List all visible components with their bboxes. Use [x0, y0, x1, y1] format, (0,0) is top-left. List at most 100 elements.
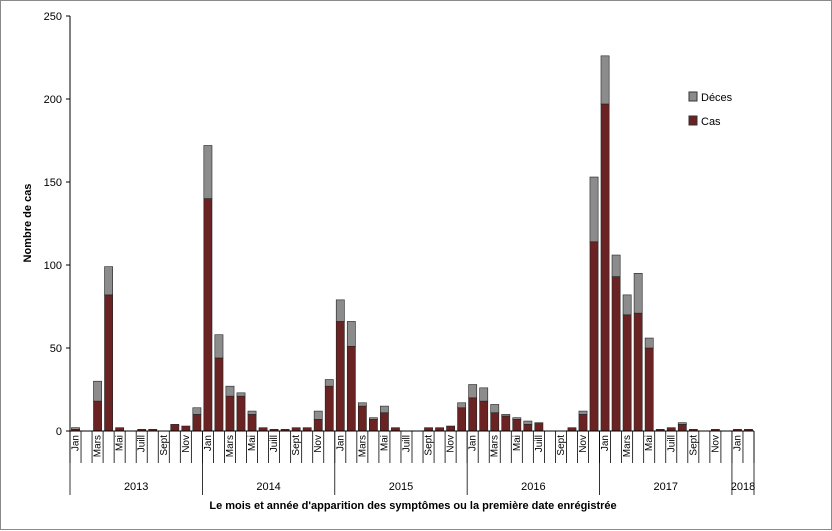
y-tick-label: 100	[44, 260, 62, 272]
x-month-label: Mars	[93, 435, 104, 457]
x-month-label: Juill	[269, 435, 280, 452]
bar-deces-2013-04	[104, 266, 113, 296]
bar-deces-2014-02	[214, 334, 224, 359]
x-month-label: Mai	[379, 435, 390, 451]
legend-swatch-deces	[688, 91, 698, 102]
x-month-label: Jan	[335, 435, 346, 451]
x-month-label: Jan	[732, 435, 743, 451]
bar-cas-2014-03	[225, 395, 235, 432]
bar-cas-2013-04	[104, 294, 113, 432]
y-tick-label: 250	[44, 11, 62, 23]
x-month-label: Nov	[578, 435, 589, 453]
x-month-label: Mars	[622, 435, 633, 457]
x-month-label: Nov	[710, 435, 721, 453]
x-month-label: Jan	[203, 435, 214, 451]
bar-deces-2016-01	[468, 384, 478, 399]
x-month-label: Juill	[666, 435, 677, 452]
bar-cas-2016-05	[512, 419, 522, 432]
x-month-label: Juill	[401, 435, 412, 452]
x-month-label: Mai	[247, 435, 258, 451]
bar-deces-2014-05	[247, 410, 257, 415]
bar-cas-2016-03	[490, 412, 500, 432]
x-month-label: Jan	[468, 435, 479, 451]
bar-cas-2017-03	[622, 314, 632, 432]
bar-cas-2014-01	[203, 198, 213, 432]
bar-deces-2015-12	[457, 402, 467, 409]
x-month-label: Nov	[181, 435, 192, 453]
y-tick-label: 200	[44, 94, 62, 106]
x-year-label: 2016	[521, 481, 545, 493]
x-month-label: Mai	[115, 435, 126, 451]
bar-cas-2015-03	[357, 405, 367, 432]
x-month-label: Nov	[313, 435, 324, 453]
x-month-label: Jan	[600, 435, 611, 451]
bar-cas-2014-12	[324, 385, 334, 432]
bar-cas-2013-10	[170, 424, 180, 432]
legend-swatch-cas	[688, 115, 698, 126]
x-month-label: Mars	[225, 435, 236, 457]
bar-deces-2016-11	[578, 410, 588, 415]
x-month-label: Mai	[512, 435, 523, 451]
bar-cas-2014-11	[313, 419, 323, 432]
bar-deces-2016-05	[512, 417, 522, 420]
bar-deces-2015-01	[335, 299, 345, 322]
bar-deces-2015-05	[380, 405, 389, 414]
x-month-label: Sept	[556, 435, 567, 456]
bars-group	[71, 55, 753, 432]
bar-deces-2017-01	[600, 55, 610, 105]
x-axis-label: Le mois et année d'apparition des symptô…	[209, 500, 616, 512]
x-year-label: 2015	[389, 481, 413, 493]
bar-cas-2017-08	[677, 424, 687, 432]
x-month-label: Mars	[357, 435, 368, 457]
bar-deces-2016-06	[523, 420, 533, 425]
x-month-label: Sept	[688, 435, 699, 456]
bar-deces-2013-12	[192, 407, 202, 415]
bar-cas-2013-03	[93, 400, 102, 432]
bar-cas-2014-05	[247, 414, 257, 432]
x-year-label: 2017	[653, 481, 677, 493]
bar-cas-2015-02	[346, 346, 356, 432]
bar-deces-2016-04	[501, 414, 511, 417]
x-month-label: Mai	[644, 435, 655, 451]
bar-cas-2016-06	[523, 424, 533, 432]
bar-deces-2015-03	[357, 402, 367, 407]
bar-cas-2015-04	[369, 419, 378, 432]
bar-cas-2016-11	[578, 414, 588, 432]
y-tick-label: 50	[50, 343, 62, 355]
x-month-label: Sept	[424, 435, 435, 456]
legend: Déces Cas	[688, 91, 733, 128]
bar-deces-2016-02	[479, 387, 489, 402]
bar-deces-2013-03	[93, 380, 102, 402]
y-axis-label: Nombre de cas	[22, 184, 34, 263]
bar-deces-2014-11	[313, 410, 323, 420]
bar-deces-2017-08	[677, 422, 687, 425]
x-axis: Jan Mars Mai Juill Sept Nov Jan Mars Mai Juill Sep…	[69, 430, 755, 495]
x-month-label: Nov	[446, 435, 457, 453]
x-year-label: 2013	[124, 481, 148, 493]
bar-deces-2017-05	[644, 337, 654, 349]
bar-cas-2015-05	[380, 412, 389, 432]
bar-cas-2013-12	[192, 414, 202, 432]
bar-deces-2017-03	[622, 294, 632, 316]
bar-deces-2014-04	[236, 392, 246, 397]
bar-deces-2014-01	[203, 145, 213, 199]
legend-label-cas: Cas	[701, 116, 721, 128]
bar-deces-2016-12	[589, 176, 599, 243]
bar-deces-2013-01	[71, 427, 80, 430]
bar-cas-2016-04	[501, 415, 511, 432]
bar-deces-2015-02	[346, 321, 356, 347]
y-tick-label: 0	[56, 426, 62, 438]
bar-cas-2015-01	[335, 321, 345, 432]
bar-cas-2017-01	[600, 103, 610, 432]
bar-deces-2017-02	[611, 254, 621, 277]
bar-deces-2016-03	[490, 404, 500, 414]
bar-cas-2016-01	[468, 397, 478, 432]
x-month-label: Sept	[159, 435, 170, 456]
bar-cas-2016-02	[479, 400, 489, 432]
x-year-label: 2014	[256, 481, 280, 493]
bar-cas-2017-05	[644, 347, 654, 432]
bar-deces-2017-04	[633, 272, 643, 314]
y-tick-label: 150	[44, 177, 62, 189]
